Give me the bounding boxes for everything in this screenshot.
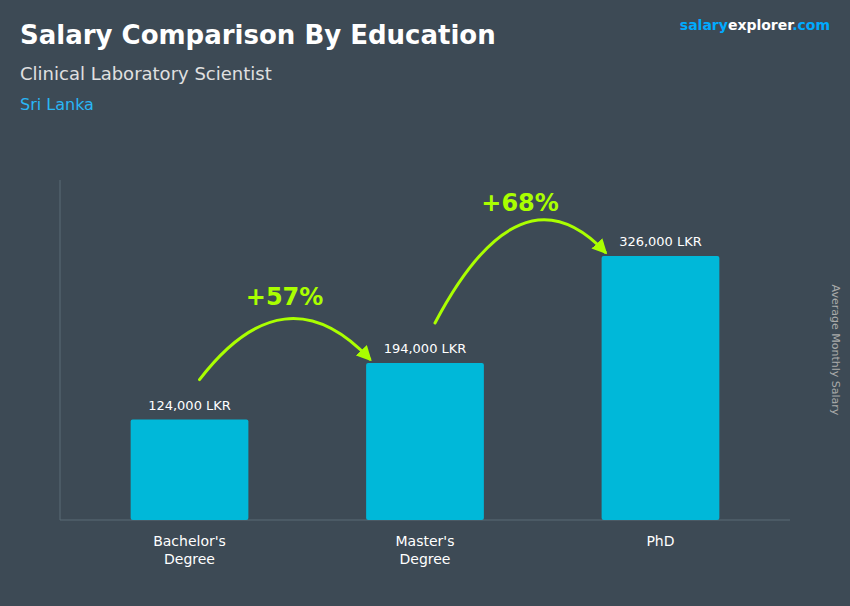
change-label: +68% <box>481 189 559 217</box>
watermark-part: salary <box>680 17 728 33</box>
change-arrow <box>200 319 370 380</box>
title: Salary Comparison By Education <box>20 20 496 50</box>
x-tick-label: PhD <box>646 533 674 549</box>
watermark-part: .com <box>792 17 830 33</box>
bar <box>602 256 720 520</box>
x-tick-label: Master's Degree <box>396 533 455 567</box>
x-tick-label-line: Bachelor's <box>153 533 226 549</box>
watermark-part: explorer <box>728 17 794 33</box>
bar <box>131 420 249 520</box>
change-label: +57% <box>246 283 324 311</box>
x-tick-label: Bachelor's Degree <box>153 533 226 567</box>
bar <box>366 363 484 520</box>
background <box>0 0 850 606</box>
chart: Salary Comparison By Education Clinical L… <box>0 0 850 606</box>
value-label: 326,000 LKR <box>619 234 702 249</box>
x-tick-label-line: Degree <box>400 551 451 567</box>
change-arrow <box>435 220 605 323</box>
x-tick-label-line: Master's <box>396 533 455 549</box>
y-axis-line <box>60 180 61 520</box>
country: Sri Lanka <box>20 95 94 114</box>
value-label: 194,000 LKR <box>384 341 467 356</box>
subtitle: Clinical Laboratory Scientist <box>20 63 272 84</box>
value-label: 124,000 LKR <box>148 398 231 413</box>
watermark: salaryexplorer.com <box>680 17 830 33</box>
y-axis-label: Average Monthly Salary <box>829 285 842 416</box>
x-tick-label-line: PhD <box>646 533 674 549</box>
x-tick-label-line: Degree <box>164 551 215 567</box>
